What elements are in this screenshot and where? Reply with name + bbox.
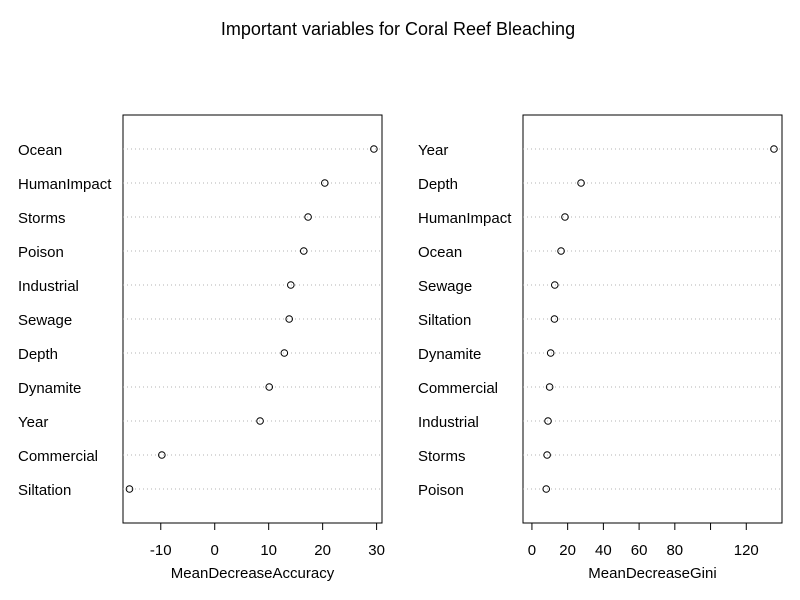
x-tick-label: 40 <box>595 542 612 559</box>
data-point-siltation <box>125 485 134 493</box>
x-tick-label: -10 <box>150 542 172 559</box>
data-point-dynamite <box>546 349 555 357</box>
panel-mean-decrease-accuracy: Ocean HumanImpact Storms Poison Industrial Se… <box>18 114 385 582</box>
category-label: Commercial <box>418 380 498 397</box>
data-point-year <box>770 145 778 153</box>
data-point-industrial <box>544 417 552 425</box>
chart-title: Important variables for Coral Reef Bleac… <box>221 19 575 39</box>
x-tick-label: 60 <box>631 542 648 559</box>
data-point-sewage <box>285 315 293 323</box>
data-point-humanimpact <box>321 179 329 187</box>
category-label: Industrial <box>18 278 79 295</box>
x-axis-title-accuracy: MeanDecreaseAccuracy <box>171 565 335 582</box>
x-tick-label: 0 <box>211 542 219 559</box>
category-label: Poison <box>418 482 464 499</box>
category-label: Dynamite <box>418 346 481 363</box>
data-point-industrial <box>287 281 295 289</box>
x-tick-label: 120 <box>734 542 759 559</box>
data-point-storms <box>304 213 312 221</box>
category-label: Storms <box>18 210 66 227</box>
panel-mean-decrease-gini: Year Depth HumanImpact Ocean Sewage Siltation… <box>418 114 783 582</box>
category-label: Depth <box>18 346 58 363</box>
x-tick-label: 0 <box>528 542 536 559</box>
category-label: Poison <box>18 244 64 261</box>
category-label: Dynamite <box>18 380 81 397</box>
category-label: Depth <box>418 176 458 193</box>
data-point-poison <box>542 485 551 493</box>
category-label: Year <box>418 142 448 159</box>
data-point-poison <box>299 247 308 255</box>
category-label: Industrial <box>418 414 479 431</box>
category-label: Sewage <box>18 312 72 329</box>
x-tick-label: 30 <box>368 542 385 559</box>
data-point-ocean <box>557 247 565 255</box>
category-label: Year <box>18 414 48 431</box>
category-label: Ocean <box>418 244 462 261</box>
data-point-year <box>256 417 264 425</box>
category-label: Storms <box>418 448 466 465</box>
data-point-dynamite <box>265 383 274 391</box>
category-label: Siltation <box>418 312 471 329</box>
data-point-depth <box>280 349 289 357</box>
data-point-commercial <box>158 451 166 459</box>
data-point-storms <box>543 451 551 459</box>
data-point-sewage <box>550 281 559 289</box>
category-label: Siltation <box>18 482 71 499</box>
x-tick-label: 80 <box>666 542 683 559</box>
category-label: HumanImpact <box>418 210 512 227</box>
x-tick-label: 20 <box>559 542 576 559</box>
x-tick-label: 10 <box>260 542 277 559</box>
data-point-humanimpact <box>561 213 569 221</box>
category-label: Sewage <box>418 278 472 295</box>
category-label: HumanImpact <box>18 176 112 193</box>
x-tick-label: 20 <box>314 542 331 559</box>
data-point-depth <box>577 179 585 187</box>
data-point-ocean <box>370 145 378 153</box>
data-point-commercial <box>545 383 554 391</box>
category-label: Commercial <box>18 448 98 465</box>
data-point-siltation <box>550 315 559 323</box>
x-axis-title-gini: MeanDecreaseGini <box>588 565 716 582</box>
category-label: Ocean <box>18 142 62 159</box>
